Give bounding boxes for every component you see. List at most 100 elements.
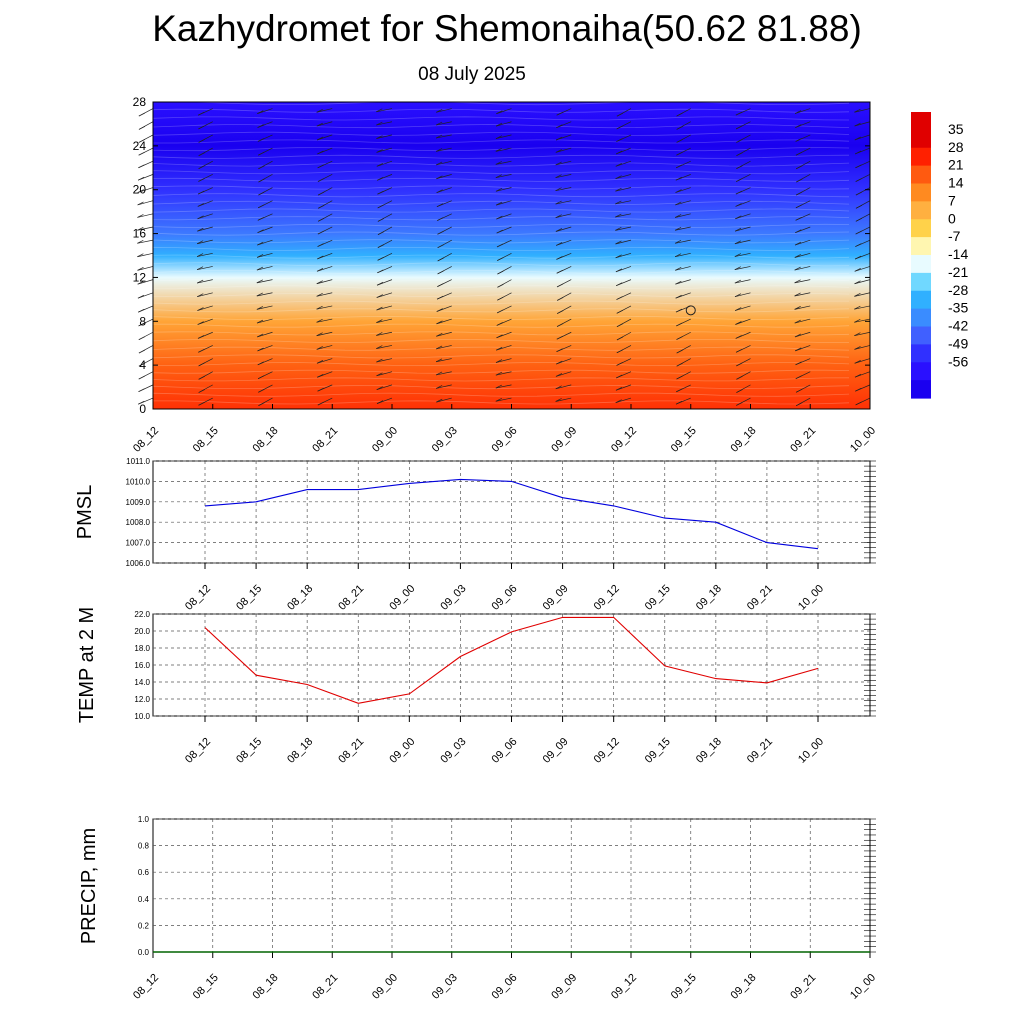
wind-barb-flag bbox=[138, 308, 145, 313]
wind-barb bbox=[256, 252, 273, 258]
wind-barb bbox=[615, 226, 632, 231]
wind-barb-flag bbox=[795, 361, 802, 366]
x-tick-label: 09_12 bbox=[592, 736, 622, 766]
wind-barb bbox=[615, 174, 632, 180]
wind-barb-flag bbox=[258, 191, 265, 196]
wind-barb-flag bbox=[734, 293, 742, 298]
x-tick-label: 09_09 bbox=[541, 736, 571, 766]
wind-barb-flag bbox=[736, 362, 743, 367]
wind-barb-flag bbox=[137, 240, 144, 244]
wind-barb bbox=[436, 384, 452, 389]
wind-barb-flag bbox=[736, 125, 743, 130]
contour-line bbox=[152, 131, 850, 136]
wind-barb-flag bbox=[377, 218, 385, 222]
colorbar-segment bbox=[911, 165, 931, 185]
y-tick-label: 14.0 bbox=[134, 678, 150, 687]
wind-barb-flag bbox=[615, 254, 622, 259]
calm-wind-marker bbox=[685, 305, 696, 316]
wind-barb bbox=[436, 174, 452, 180]
wind-barb bbox=[137, 239, 154, 244]
wind-barb-flag bbox=[734, 266, 741, 270]
wind-barb bbox=[675, 252, 691, 258]
wind-barb-flag bbox=[555, 136, 563, 141]
y-tick-label: 12.0 bbox=[134, 695, 150, 704]
wind-barb-flag bbox=[436, 320, 443, 325]
contour-line bbox=[152, 139, 850, 144]
x-tick-label: 08_15 bbox=[234, 583, 264, 613]
wind-barb bbox=[435, 134, 452, 139]
wind-barb-flag bbox=[735, 215, 742, 220]
wind-barb-flag bbox=[138, 375, 145, 380]
wind-barb-flag bbox=[675, 294, 682, 299]
wind-barb-flag bbox=[258, 388, 265, 393]
wind-barb-flag bbox=[316, 359, 324, 364]
wind-barb-flag bbox=[437, 270, 444, 275]
wind-barb-flag bbox=[555, 398, 562, 402]
wind-barb-flag bbox=[376, 135, 383, 139]
wind-barb-flag bbox=[376, 149, 383, 153]
wind-barb-flag bbox=[734, 227, 742, 232]
colorbar-label: 7 bbox=[948, 192, 956, 208]
wind-barb-flag bbox=[137, 253, 144, 258]
wind-barb-flag bbox=[555, 200, 562, 205]
wind-barb-flag bbox=[496, 110, 503, 115]
wind-barb bbox=[495, 160, 512, 165]
wind-barb bbox=[555, 174, 572, 179]
wind-barb-flag bbox=[198, 376, 205, 380]
wind-barb-flag bbox=[795, 347, 802, 352]
wind-barb-flag bbox=[855, 164, 862, 169]
wind-barb bbox=[794, 292, 811, 297]
wind-barb-flag bbox=[317, 150, 324, 155]
wind-barb bbox=[495, 371, 512, 376]
wind-barb bbox=[854, 292, 871, 297]
wind-barb-flag bbox=[676, 375, 683, 380]
x-tick-label: 09_06 bbox=[490, 583, 520, 613]
wind-barb-flag bbox=[137, 176, 145, 181]
wind-barb bbox=[436, 108, 452, 113]
wind-barb-flag bbox=[794, 292, 801, 297]
wind-barb-flag bbox=[437, 230, 444, 235]
wind-barb bbox=[197, 305, 213, 311]
wind-barb bbox=[197, 252, 213, 257]
wind-barb-flag bbox=[256, 266, 264, 271]
colorbar-segment bbox=[911, 362, 931, 381]
wind-barb-flag bbox=[376, 400, 384, 404]
wind-barb-flag bbox=[854, 305, 861, 310]
wind-barb-flag bbox=[137, 214, 144, 218]
wind-barb-flag bbox=[736, 376, 743, 380]
wind-barb-flag bbox=[854, 150, 862, 155]
colorbar-label: 21 bbox=[948, 157, 964, 173]
wind-barb bbox=[376, 292, 393, 298]
wind-barb-flag bbox=[377, 269, 384, 274]
wind-barb-flag bbox=[138, 400, 145, 405]
y-tick-label: 4 bbox=[139, 358, 146, 372]
wind-barb bbox=[854, 279, 871, 285]
wind-barb bbox=[495, 134, 512, 139]
wind-barb-flag bbox=[138, 139, 146, 143]
wind-barb-flag bbox=[437, 283, 444, 287]
wind-barb-flag bbox=[675, 400, 683, 405]
x-tick-label: 08_15 bbox=[234, 736, 264, 766]
wind-barb-flag bbox=[615, 150, 623, 155]
contour-line bbox=[152, 162, 850, 167]
wind-barb-flag bbox=[675, 176, 683, 181]
wind-barb-flag bbox=[316, 318, 323, 323]
wind-barb-flag bbox=[317, 191, 325, 196]
x-tick-label: 08_12 bbox=[183, 736, 213, 766]
contour-line bbox=[152, 269, 850, 274]
colorbar-segment bbox=[911, 255, 931, 274]
wind-barb-flag bbox=[675, 214, 682, 218]
wind-barb bbox=[675, 239, 691, 244]
wind-barb bbox=[496, 121, 512, 127]
x-tick-label: 09_06 bbox=[490, 972, 520, 1002]
wind-barb bbox=[197, 292, 213, 298]
wind-barb-flag bbox=[317, 243, 324, 247]
wind-barb-flag bbox=[257, 110, 264, 114]
wind-barb bbox=[436, 331, 452, 337]
wind-barb-flag bbox=[138, 151, 145, 156]
wind-barb-flag bbox=[198, 402, 205, 406]
contour-line bbox=[152, 308, 850, 313]
wind-barb-flag bbox=[376, 108, 383, 113]
wind-barb bbox=[734, 252, 751, 257]
wind-barb bbox=[376, 147, 393, 153]
